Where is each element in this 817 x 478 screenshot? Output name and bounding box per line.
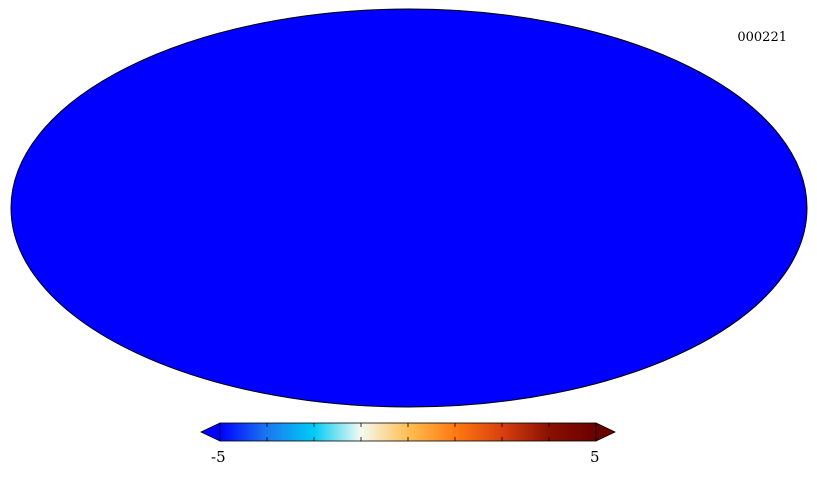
map-outline: [10, 8, 808, 408]
colorbar-ticks: [219, 423, 597, 441]
sky-map-field: [11, 9, 807, 407]
colorbar-min-label: -5: [211, 448, 226, 466]
map-id-label: 000221: [737, 30, 787, 45]
colorbar-high-extension: [595, 422, 616, 442]
colorbar-max-label: 5: [590, 448, 600, 466]
colorbar: [200, 422, 616, 442]
colorbar-low-extension: [200, 422, 221, 442]
